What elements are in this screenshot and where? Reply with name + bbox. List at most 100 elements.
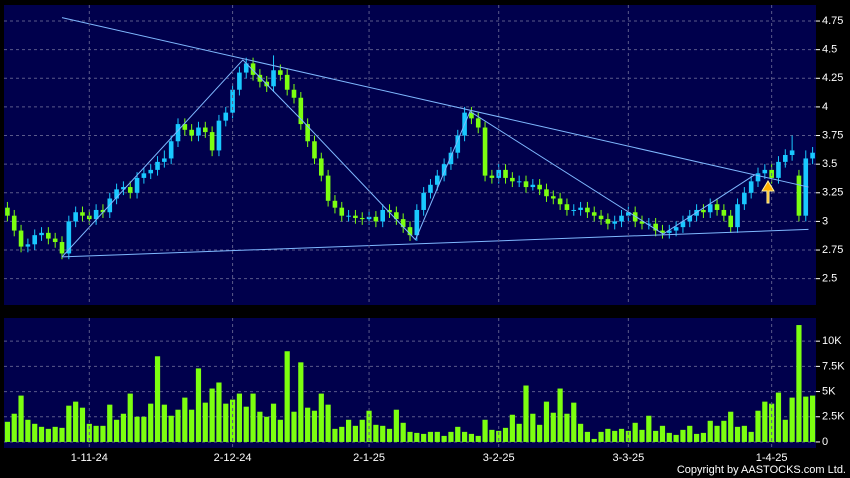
candle-body xyxy=(298,97,304,125)
volume-bar xyxy=(380,425,386,442)
candle-body xyxy=(73,212,78,222)
volume-bar xyxy=(475,435,481,442)
volume-bar xyxy=(291,411,297,442)
volume-bar xyxy=(257,411,263,442)
candle-body xyxy=(318,158,324,176)
volume-bar xyxy=(250,393,256,442)
volume-bar xyxy=(700,432,707,442)
volume-bar xyxy=(407,431,413,442)
volume-bar xyxy=(468,433,475,442)
y-tick-label: 4.5 xyxy=(822,44,837,56)
candle-body xyxy=(598,215,604,220)
volume-bar xyxy=(305,407,311,442)
volume-bar xyxy=(209,388,215,442)
candle-body xyxy=(66,221,72,254)
candle-body xyxy=(346,215,351,217)
volume-bar xyxy=(386,428,393,442)
volume-bar xyxy=(496,430,502,442)
trendline xyxy=(61,17,809,188)
volume-bar xyxy=(113,419,120,442)
candle-body xyxy=(550,196,556,199)
volume-bar xyxy=(32,423,38,442)
x-tick-label: 3-2-25 xyxy=(483,452,515,464)
volume-bar xyxy=(154,356,161,442)
volume-bar xyxy=(345,419,352,442)
candle-body xyxy=(284,74,290,90)
candle-body xyxy=(339,207,345,216)
candle-body xyxy=(469,112,474,119)
volume-bar xyxy=(687,425,693,442)
x-tick-label: 1-11-24 xyxy=(71,452,108,464)
candle-body xyxy=(305,124,310,142)
trendline xyxy=(61,228,809,258)
volume-bar xyxy=(659,425,666,442)
candle-body xyxy=(59,242,65,254)
candle-body xyxy=(728,215,734,228)
copyright: Copyright by AASTOCKS.com Ltd. xyxy=(677,464,846,476)
volume-bar xyxy=(45,428,51,442)
candle-body xyxy=(353,215,358,218)
volume-bar xyxy=(584,431,591,442)
candle-body xyxy=(564,204,570,210)
candle-body xyxy=(585,207,590,213)
x-tick-label: 2-1-25 xyxy=(353,452,385,464)
volume-bar xyxy=(414,432,420,442)
y-tick-label: 2.5K xyxy=(822,411,845,423)
volume-bar xyxy=(448,431,454,442)
y-tick-label: 4 xyxy=(822,101,828,113)
volume-bar xyxy=(93,425,99,442)
volume-bar xyxy=(18,395,24,442)
volume-bar xyxy=(461,431,468,442)
candle-body xyxy=(455,135,461,153)
volume-bar xyxy=(646,415,652,442)
candle-body xyxy=(121,187,126,190)
volume-bar xyxy=(161,404,167,442)
volume-bar xyxy=(571,402,577,442)
candle-body xyxy=(359,217,365,220)
volume-bar xyxy=(557,388,563,442)
volume-bar xyxy=(530,413,536,442)
candle-body xyxy=(421,192,426,210)
candle-body xyxy=(141,173,147,178)
candle-body xyxy=(646,223,652,225)
candle-body xyxy=(803,158,809,216)
candle-body xyxy=(591,212,597,216)
volume-bar xyxy=(202,402,208,442)
volume-bar xyxy=(775,392,782,442)
y-tick-label: 2.5 xyxy=(822,273,837,285)
candle-body xyxy=(482,127,488,176)
candle-body xyxy=(100,209,106,213)
candle-body xyxy=(612,221,618,224)
y-tick-label: 7.5K xyxy=(822,360,845,372)
candle-body xyxy=(721,209,727,216)
candle-body xyxy=(182,124,188,130)
candle-body xyxy=(32,235,38,245)
candle-body xyxy=(619,215,624,222)
volume-bar xyxy=(707,420,713,442)
candle-body xyxy=(748,181,754,193)
candle-body xyxy=(660,230,665,233)
volume-bar xyxy=(182,397,188,442)
candle-body xyxy=(257,74,263,82)
candle-body xyxy=(5,207,10,216)
volume-bar xyxy=(189,409,195,442)
volume-bar xyxy=(270,403,277,442)
volume-bar xyxy=(298,362,304,442)
volume-bar xyxy=(25,419,31,442)
candle-body xyxy=(762,169,768,174)
candle-body xyxy=(707,204,713,213)
volume-bar xyxy=(120,413,127,442)
volume-bar xyxy=(755,410,761,442)
price-panel xyxy=(4,5,816,305)
arrow-annotation xyxy=(761,180,775,204)
candle-body xyxy=(291,89,297,98)
trendline xyxy=(61,59,756,258)
candle-body xyxy=(11,215,17,231)
volume-bar xyxy=(543,401,550,442)
volume-bar xyxy=(455,426,461,442)
candle-body xyxy=(414,209,420,236)
candle-body xyxy=(148,169,154,174)
volume-bar xyxy=(693,433,700,442)
volume-bar xyxy=(564,413,570,442)
